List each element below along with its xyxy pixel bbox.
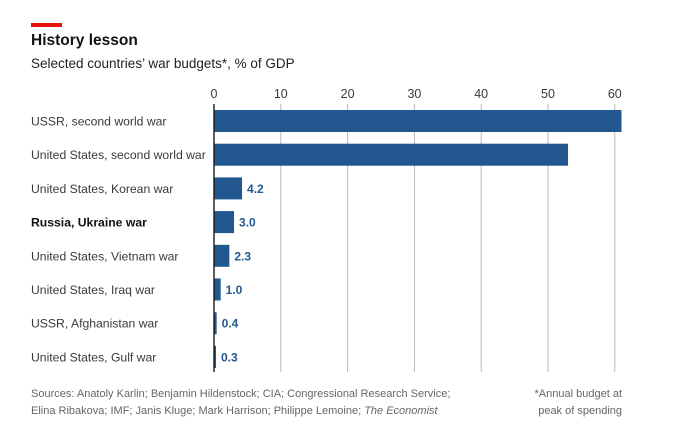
x-tick-label: 60 xyxy=(608,87,622,101)
sources-line-1: Sources: Anatoly Karlin; Benjamin Hilden… xyxy=(31,388,451,400)
data-label: 2.3 xyxy=(234,249,251,263)
bar xyxy=(214,143,569,166)
x-tick-label: 50 xyxy=(541,87,555,101)
bar xyxy=(214,211,235,234)
category-label: United States, second world war xyxy=(31,148,206,162)
data-label: 0.3 xyxy=(221,350,238,364)
sources-note: Sources: Anatoly Karlin; Benjamin Hilden… xyxy=(31,386,450,420)
bar xyxy=(214,244,230,267)
category-label: USSR, Afghanistan war xyxy=(31,317,158,331)
footnote-line-1: *Annual budget at xyxy=(534,388,622,400)
bar xyxy=(214,312,217,335)
footnote-line-2: peak of spending xyxy=(538,405,622,417)
data-label: 1.0 xyxy=(226,283,243,297)
sources-line-2: Elina Ribakova; IMF; Janis Kluge; Mark H… xyxy=(31,403,450,420)
category-label: United States, Iraq war xyxy=(31,283,155,297)
x-tick-label: 30 xyxy=(407,87,421,101)
sources-line-2-text: Elina Ribakova; IMF; Janis Kluge; Mark H… xyxy=(31,405,365,417)
chart-title: History lesson xyxy=(31,32,138,49)
data-label: 4.2 xyxy=(247,182,264,196)
x-tick-label: 20 xyxy=(341,87,355,101)
category-label: United States, Gulf war xyxy=(31,350,156,364)
sources-publication: The Economist xyxy=(364,405,438,417)
category-label: United States, Korean war xyxy=(31,182,173,196)
data-label: 3.0 xyxy=(239,216,256,230)
x-tick-label: 40 xyxy=(474,87,488,101)
brand-accent-bar xyxy=(31,23,62,27)
bar xyxy=(214,278,221,301)
bar xyxy=(214,110,622,132)
x-tick-label: 10 xyxy=(274,87,288,101)
x-tick-label: 0 xyxy=(211,87,218,101)
footnote: *Annual budget at peak of spending xyxy=(535,386,622,420)
category-label: United States, Vietnam war xyxy=(31,249,178,263)
bar xyxy=(214,345,217,368)
chart-subtitle: Selected countries’ war budgets*, % of G… xyxy=(31,56,295,71)
category-label: USSR, second world war xyxy=(31,115,166,129)
bar xyxy=(214,177,243,200)
data-label: 0.4 xyxy=(222,317,239,331)
category-label: Russia, Ukraine war xyxy=(31,216,147,230)
